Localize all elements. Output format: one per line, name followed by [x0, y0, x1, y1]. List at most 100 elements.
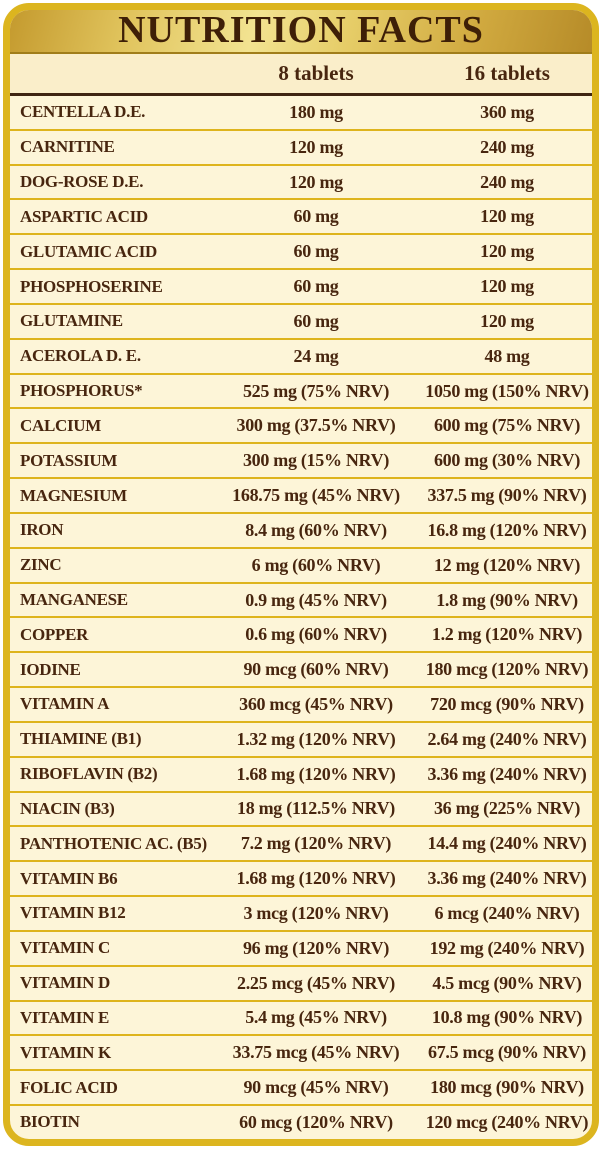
- value-16-tablets: 240 mg: [480, 136, 534, 157]
- nutrient-name: IRON: [20, 520, 64, 540]
- value-8-tablets: 120 mg: [289, 171, 343, 192]
- nutrient-row: VITAMIN C 96 mg (120% NRV) 192 mg (240% NR…: [10, 932, 592, 967]
- nutrient-name: VITAMIN B6: [20, 868, 118, 888]
- nutrient-name: VITAMIN D: [20, 973, 111, 993]
- column-header-16-tablets: 16 tablets: [464, 61, 550, 85]
- facts-table: CENTELLA D.E. 180 mg 360 mg CARNITINE 120 mg…: [10, 96, 592, 1139]
- nutrient-name: PHOSPHOSERINE: [20, 276, 163, 296]
- value-8-tablets: 1.32 mg (120% NRV): [236, 728, 396, 749]
- value-8-tablets: 24 mg: [293, 345, 339, 366]
- nutrient-row: PANTHOTENIC AC. (B5) 7.2 mg (120% NRV) 14.…: [10, 827, 592, 863]
- value-8-tablets: 60 mg: [293, 276, 339, 297]
- value-16-tablets: 10.8 mg (90% NRV): [431, 1007, 583, 1028]
- nutrient-name: VITAMIN E: [20, 1007, 110, 1027]
- nutrient-name: CARNITINE: [20, 137, 115, 157]
- nutrient-row: MANGANESE 0.9 mg (45% NRV) 1.8 mg (90% NRV…: [10, 584, 592, 619]
- value-16-tablets: 360 mg: [480, 101, 534, 122]
- value-8-tablets: 0.9 mg (45% NRV): [245, 589, 387, 610]
- value-16-tablets: 16.8 mg (120% NRV): [427, 519, 587, 540]
- value-16-tablets: 1.2 mg (120% NRV): [431, 624, 583, 645]
- value-16-tablets: 120 mg: [480, 206, 534, 227]
- nutrient-row: VITAMIN A 360 mcg (45% NRV) 720 mcg (90% N…: [10, 688, 592, 723]
- nutrient-row: VITAMIN B12 3 mcg (120% NRV) 6 mcg (240% N…: [10, 897, 592, 932]
- value-8-tablets: 3 mcg (120% NRV): [243, 902, 389, 923]
- nutrient-name: COPPER: [20, 624, 89, 644]
- nutrient-row: NIACIN (B3) 18 mg (112.5% NRV) 36 mg (225%…: [10, 793, 592, 828]
- value-16-tablets: 6 mcg (240% NRV): [434, 902, 580, 923]
- value-8-tablets: 5.4 mg (45% NRV): [245, 1007, 387, 1028]
- nutrient-row: PHOSPHOSERINE 60 mg 120 mg: [10, 270, 592, 305]
- value-8-tablets: 60 mcg (120% NRV): [239, 1111, 393, 1132]
- value-8-tablets: 300 mg (15% NRV): [242, 450, 390, 471]
- nutrient-name: ZINC: [20, 555, 62, 575]
- nutrient-row: ZINC 6 mg (60% NRV) 12 mg (120% NRV): [10, 549, 592, 584]
- value-16-tablets: 120 mcg (240% NRV): [425, 1111, 589, 1132]
- nutrient-row: VITAMIN E 5.4 mg (45% NRV) 10.8 mg (90% NR…: [10, 1002, 592, 1037]
- value-16-tablets: 3.36 mg (240% NRV): [427, 868, 587, 889]
- nutrient-name: BIOTIN: [20, 1112, 80, 1132]
- nutrient-name: GLUTAMIC ACID: [20, 241, 157, 261]
- nutrient-name: MAGNESIUM: [20, 485, 127, 505]
- value-8-tablets: 300 mg (37.5% NRV): [236, 415, 396, 436]
- nutrient-name: ASPARTIC ACID: [20, 206, 148, 226]
- nutrient-name: GLUTAMINE: [20, 311, 123, 331]
- value-16-tablets: 12 mg (120% NRV): [433, 554, 581, 575]
- value-16-tablets: 48 mg: [484, 345, 530, 366]
- value-16-tablets: 1.8 mg (90% NRV): [436, 589, 578, 610]
- value-8-tablets: 18 mg (112.5% NRV): [237, 798, 395, 819]
- nutrient-name: VITAMIN K: [20, 1042, 111, 1062]
- value-8-tablets: 33.75 mcg (45% NRV): [232, 1042, 400, 1063]
- value-8-tablets: 60 mg: [293, 206, 339, 227]
- value-8-tablets: 120 mg: [289, 136, 343, 157]
- title-band: NUTRITION FACTS: [10, 10, 592, 54]
- value-16-tablets: 120 mg: [480, 241, 534, 262]
- nutrient-name: ACEROLA D. E.: [20, 346, 141, 366]
- value-8-tablets: 8.4 mg (60% NRV): [245, 519, 387, 540]
- nutrient-row: DOG-ROSE D.E. 120 mg 240 mg: [10, 166, 592, 201]
- value-16-tablets: 14.4 mg (240% NRV): [427, 833, 587, 854]
- nutrient-name: THIAMINE (B1): [20, 729, 142, 749]
- nutrition-facts-panel: NUTRITION FACTS 8 tablets 16 tablets CEN…: [3, 3, 599, 1146]
- nutrient-row: COPPER 0.6 mg (60% NRV) 1.2 mg (120% NRV): [10, 618, 592, 654]
- nutrient-name: CALCIUM: [20, 415, 102, 435]
- nutrient-name: POTASSIUM: [20, 450, 118, 470]
- nutrient-row: BIOTIN 60 mcg (120% NRV) 120 mcg (240% NRV…: [10, 1106, 592, 1139]
- value-8-tablets: 60 mg: [293, 310, 339, 331]
- nutrient-row: VITAMIN K 33.75 mcg (45% NRV) 67.5 mcg (90…: [10, 1036, 592, 1072]
- nutrient-name: IODINE: [20, 659, 81, 679]
- value-16-tablets: 600 mg (30% NRV): [433, 450, 581, 471]
- table-column-headers: 8 tablets 16 tablets: [10, 54, 592, 93]
- nutrient-name: VITAMIN C: [20, 938, 111, 958]
- value-8-tablets: 1.68 mg (120% NRV): [236, 763, 396, 784]
- nutrient-row: CENTELLA D.E. 180 mg 360 mg: [10, 96, 592, 131]
- value-8-tablets: 60 mg: [293, 241, 339, 262]
- value-8-tablets: 6 mg (60% NRV): [251, 554, 381, 575]
- nutrient-name: NIACIN (B3): [20, 798, 115, 818]
- nutrient-row: MAGNESIUM 168.75 mg (45% NRV) 337.5 mg (90…: [10, 479, 592, 514]
- nutrient-name: CENTELLA D.E.: [20, 102, 146, 122]
- value-16-tablets: 1050 mg (150% NRV): [425, 380, 589, 401]
- value-8-tablets: 168.75 mg (45% NRV): [232, 485, 400, 506]
- nutrient-row: ACEROLA D. E. 24 mg 48 mg: [10, 340, 592, 375]
- value-8-tablets: 90 mcg (45% NRV): [243, 1077, 389, 1098]
- value-8-tablets: 180 mg: [289, 101, 343, 122]
- nutrient-row: IRON 8.4 mg (60% NRV) 16.8 mg (120% NRV): [10, 514, 592, 549]
- value-8-tablets: 2.25 mcg (45% NRV): [237, 972, 395, 993]
- value-16-tablets: 192 mg (240% NRV): [429, 937, 585, 958]
- nutrition-facts-title: NUTRITION FACTS: [118, 9, 484, 51]
- nutrient-name: FOLIC ACID: [20, 1077, 118, 1097]
- value-16-tablets: 3.36 mg (240% NRV): [427, 763, 587, 784]
- nutrient-name: VITAMIN B12: [20, 903, 126, 923]
- nutrient-row: RIBOFLAVIN (B2) 1.68 mg (120% NRV) 3.36 mg…: [10, 758, 592, 793]
- value-16-tablets: 67.5 mcg (90% NRV): [428, 1042, 586, 1063]
- nutrient-name: MANGANESE: [20, 590, 128, 609]
- value-8-tablets: 360 mcg (45% NRV): [239, 693, 393, 714]
- value-16-tablets: 337.5 mg (90% NRV): [427, 485, 587, 506]
- value-16-tablets: 720 mcg (90% NRV): [430, 693, 584, 714]
- nutrient-name: VITAMIN A: [20, 694, 110, 714]
- value-16-tablets: 600 mg (75% NRV): [433, 415, 581, 436]
- value-8-tablets: 90 mcg (60% NRV): [243, 659, 389, 680]
- nutrient-name: DOG-ROSE D.E.: [20, 172, 144, 192]
- value-16-tablets: 2.64 mg (240% NRV): [427, 728, 587, 749]
- column-header-8-tablets: 8 tablets: [278, 61, 354, 85]
